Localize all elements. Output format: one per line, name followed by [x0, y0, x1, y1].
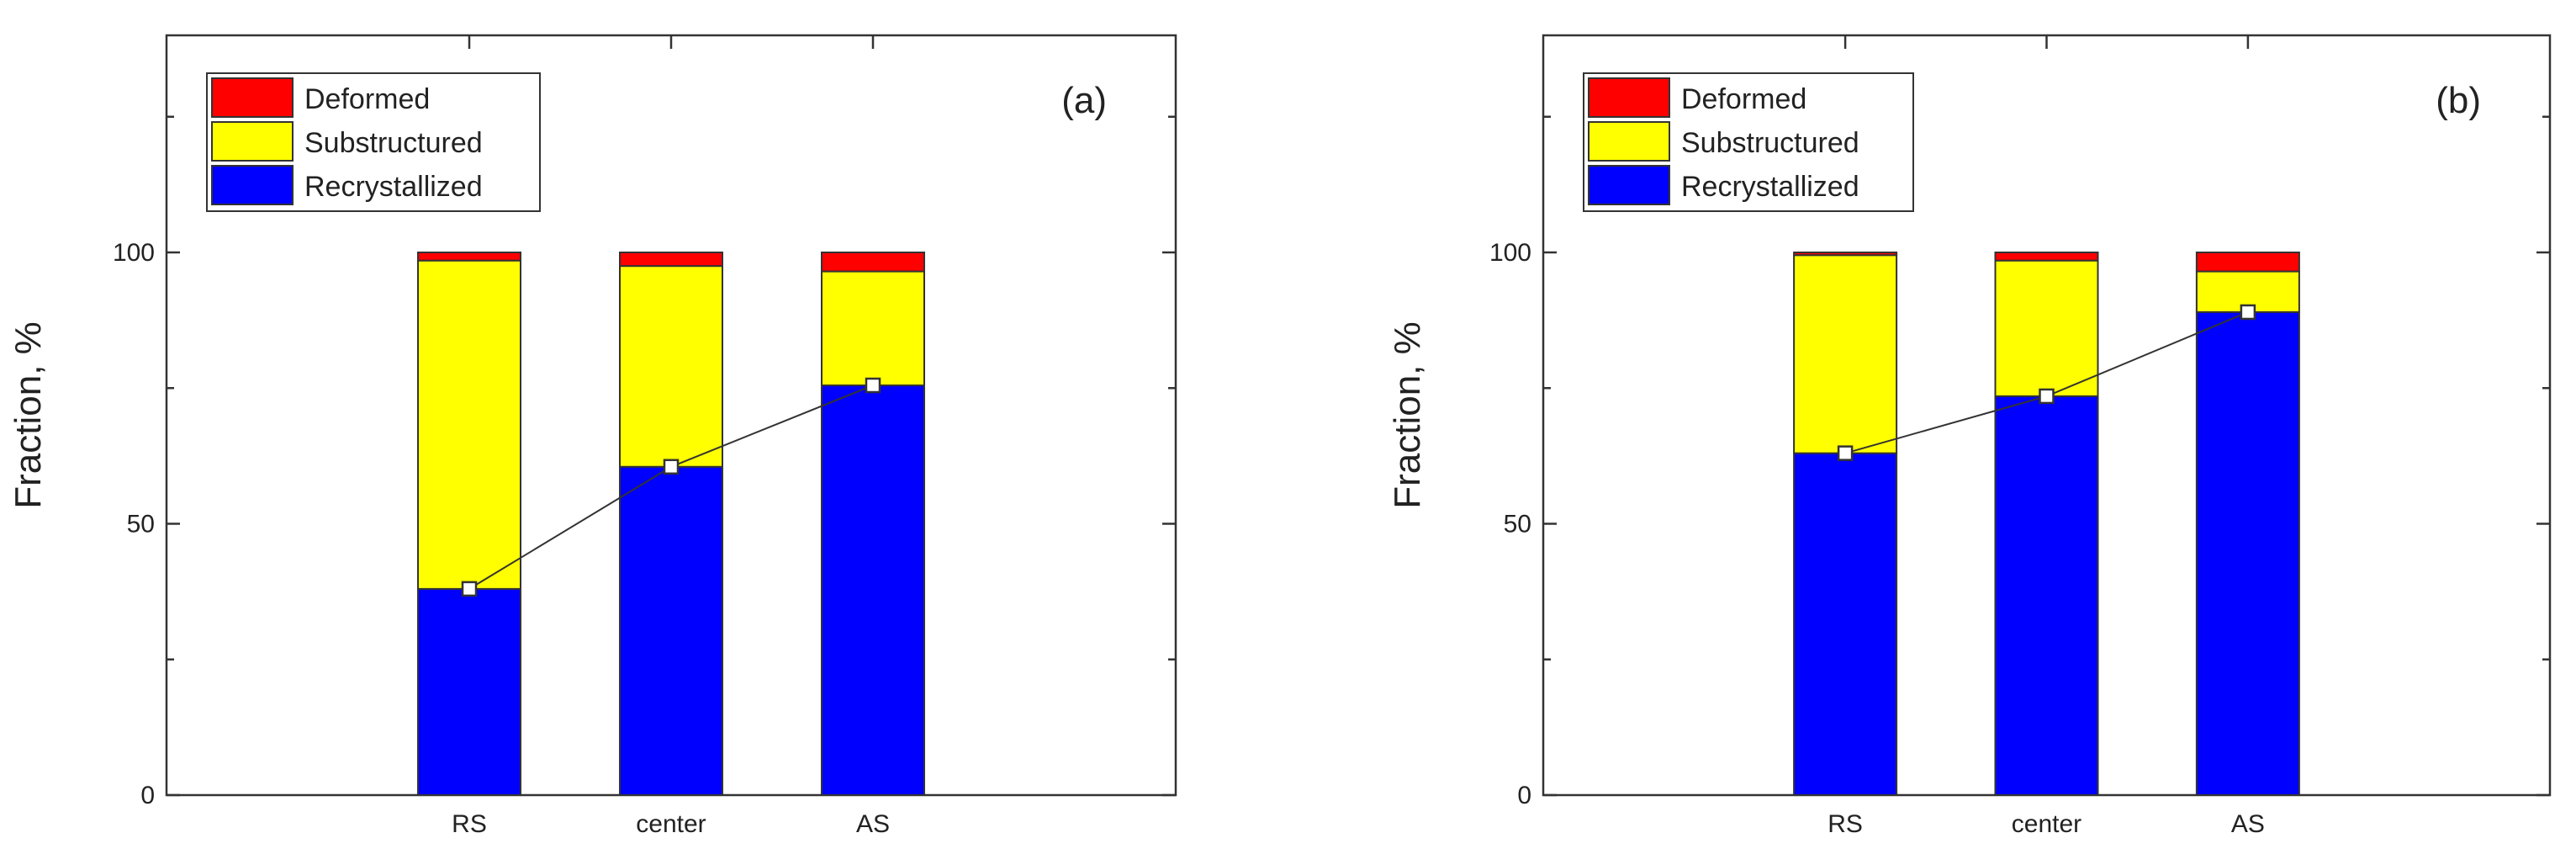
legend: Deformed Substructured Recrystallized [1583, 72, 1914, 212]
y-axis-title: Fraction, % [8, 321, 49, 509]
chart-panel-1: 0 50 100 RS center AS Fraction, % (a) Deformed Su… [8, 34, 1177, 838]
bar-substructured-center [1994, 259, 2099, 397]
bar-deformed-center [1994, 252, 2099, 262]
legend-label-substructured: Substructured [304, 127, 483, 159]
x-tick-label: AS [856, 810, 890, 838]
bar-deformed-rs [1793, 252, 1898, 257]
legend-label-recrystallized: Recrystallized [1681, 171, 1859, 203]
legend-swatch-substructured [211, 121, 294, 162]
bar-substructured-rs [1793, 254, 1898, 454]
bar-deformed-as [2195, 252, 2300, 273]
x-tick-label: AS [2231, 810, 2265, 838]
legend-swatch-recrystallized [1588, 165, 1670, 205]
legend-swatch-deformed [1588, 77, 1670, 118]
bar-deformed-center [619, 252, 723, 268]
bar-substructured-as [821, 270, 925, 387]
y-tick-label: 0 [1517, 782, 1531, 809]
legend-label-deformed: Deformed [304, 83, 430, 115]
y-tick-label: 100 [1489, 239, 1531, 267]
x-tick-label: RS [1828, 810, 1863, 838]
legend-label-recrystallized: Recrystallized [304, 171, 483, 203]
legend: Deformed Substructured Recrystallized [206, 72, 541, 212]
bar-recrystallized-rs [417, 587, 521, 797]
trend-point [865, 377, 881, 394]
y-tick-label: 0 [140, 782, 155, 809]
panel-label: (b) [2436, 80, 2481, 121]
bar-recrystallized-rs [1793, 452, 1898, 797]
y-tick-label: 50 [1504, 511, 1531, 538]
y-tick-label: 100 [113, 239, 155, 267]
x-tick-label: center [2012, 810, 2081, 838]
legend-swatch-deformed [211, 77, 294, 118]
x-tick-label: center [636, 810, 706, 838]
legend-swatch-substructured [1588, 121, 1670, 162]
y-tick-label: 50 [127, 511, 155, 538]
bar-deformed-as [821, 252, 925, 273]
trend-point [663, 459, 680, 475]
trend-point [1837, 445, 1854, 461]
x-tick-label: RS [452, 810, 487, 838]
bar-recrystallized-center [1994, 395, 2099, 796]
legend-swatch-recrystallized [211, 165, 294, 205]
trend-point [461, 581, 478, 597]
trend-point [2039, 388, 2055, 405]
legend-label-substructured: Substructured [1681, 127, 1859, 159]
panel-label: (a) [1061, 80, 1107, 121]
bar-substructured-rs [417, 259, 521, 590]
bar-deformed-rs [417, 252, 521, 262]
bar-substructured-center [619, 265, 723, 468]
trend-point [2240, 304, 2256, 321]
bar-recrystallized-as [2195, 310, 2300, 796]
legend-label-deformed: Deformed [1681, 83, 1806, 115]
chart-panel-2: 0 50 100 RS center AS Fraction, % (b) Deformed Su… [1387, 34, 2552, 838]
bar-recrystallized-center [619, 465, 723, 797]
y-axis-title: Fraction, % [1387, 321, 1428, 509]
bar-recrystallized-as [821, 385, 925, 796]
